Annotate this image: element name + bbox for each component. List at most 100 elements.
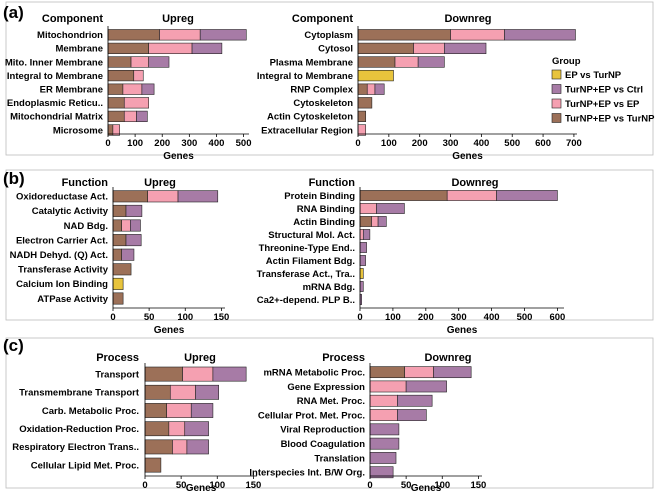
bar-segment [130, 56, 149, 68]
category-label: Transferase Activity [18, 265, 109, 276]
category-label: Actin Binding [293, 217, 355, 228]
bar-segment [144, 403, 167, 418]
bar-segment [357, 29, 451, 41]
x-tick-label: 150 [470, 480, 486, 491]
bar-segment [107, 97, 125, 109]
category-label: Gene Expression [287, 382, 365, 393]
bar-segment [107, 42, 149, 55]
x-tick-label: 0 [357, 312, 362, 323]
panel-frame-a [5, 1, 654, 156]
category-label: Blood Coagulation [281, 439, 366, 450]
category-header: Component [42, 13, 103, 25]
chart-b-upreg: Function Upreg Oxidoreductase Act. Catalyti… [10, 177, 230, 336]
category-label: RNP Complex [290, 85, 353, 96]
x-tick-label: 100 [177, 312, 193, 323]
x-tick-label: 100 [385, 312, 401, 323]
bar-segment [144, 384, 171, 400]
bar-segment [190, 403, 214, 418]
bar-segment [369, 409, 398, 421]
chart-a-downreg: Component Downreg Cytoplasm Cytosol Plasma M… [257, 13, 582, 162]
bar-segment [450, 29, 505, 41]
chart-b-downreg: Function Downreg Protein Binding RNA Bindin… [257, 177, 566, 336]
bar-segment [133, 69, 144, 82]
bar-segment [141, 83, 155, 95]
panel-label: (c) [3, 336, 24, 355]
bar-segment [397, 394, 433, 407]
x-tick-label: 500 [236, 138, 252, 149]
bar-segment [369, 366, 405, 379]
category-label: Mito. Inner Membrane [5, 57, 103, 68]
category-label: Translation [314, 453, 365, 464]
x-tick-label: 200 [154, 138, 170, 149]
bar-segment [121, 248, 135, 261]
bar-segment [112, 124, 120, 136]
bar-segment [182, 366, 214, 382]
bar-segment [136, 110, 148, 123]
panel-frame-b [5, 169, 654, 321]
bar-segment [405, 380, 447, 393]
bar-segment [359, 268, 364, 279]
bar-segment [359, 203, 377, 214]
x-tick-label: 200 [412, 138, 428, 149]
bar-segment [144, 439, 173, 455]
legend-title: Group [552, 56, 581, 67]
x-axis-label: Genes [163, 151, 194, 162]
bar-segment [359, 255, 366, 266]
bar-segment [169, 384, 196, 400]
x-tick-label: 50 [401, 480, 412, 491]
bar-segment [394, 56, 419, 68]
category-label: Structural Mol. Act. [268, 230, 355, 241]
bar-segment [123, 97, 149, 109]
category-label: NAD Bdg. [64, 221, 108, 232]
bar-segment [359, 242, 367, 253]
bar-segment [413, 42, 445, 55]
x-axis-label: Genes [186, 483, 217, 494]
category-label: Electron Carrier Act. [16, 235, 108, 246]
category-label: Cellular Prot. Met. Proc. [258, 410, 365, 421]
bar-segment [107, 110, 125, 123]
bar-segment [397, 409, 427, 421]
bar-segment [199, 29, 247, 41]
bar-segment [496, 190, 558, 201]
bar-segment [144, 457, 162, 473]
bar-segment [148, 56, 170, 68]
bar-segment [144, 366, 183, 382]
category-label: Ca2+-depend. PLP B.. [257, 295, 355, 306]
bar-segment [357, 97, 373, 109]
bar-segment [369, 437, 400, 450]
category-label: Oxidoreductase Act. [16, 192, 108, 203]
bar-segment [195, 384, 220, 400]
category-header: Function [62, 177, 109, 189]
bar-segment [376, 203, 405, 214]
bar-segment [504, 29, 576, 41]
panel-label: (a) [3, 3, 24, 22]
category-label: Catalytic Activity [32, 206, 109, 217]
category-label: Mitochondrion [37, 30, 103, 41]
x-tick-label: 300 [451, 312, 467, 323]
bar-segment [369, 452, 397, 464]
legend-swatch [551, 113, 562, 123]
category-label: Cellular Lipid Met. Proc. [31, 460, 139, 471]
bar-segment [357, 42, 414, 55]
bar-segment [362, 229, 371, 240]
x-tick-label: 0 [367, 480, 372, 491]
bar-segment [112, 204, 127, 217]
bar-segment [172, 439, 188, 455]
x-tick-label: 100 [381, 138, 397, 149]
x-tick-label: 150 [213, 312, 229, 323]
bar-segment [177, 190, 219, 203]
chart-title: Downreg [444, 13, 491, 25]
bar-segment [112, 234, 127, 247]
bar-segment [123, 110, 137, 123]
bar-segment [112, 219, 122, 232]
bar-segment [107, 69, 135, 82]
category-label: Cytosol [318, 44, 353, 55]
bar-segment [191, 42, 223, 55]
bar-segment [369, 423, 400, 436]
chart-title: Downreg [451, 177, 498, 189]
category-label: Viral Reproduction [280, 425, 365, 436]
bar-segment [359, 281, 364, 292]
bar-segment [357, 56, 396, 68]
x-tick-label: 500 [517, 312, 533, 323]
